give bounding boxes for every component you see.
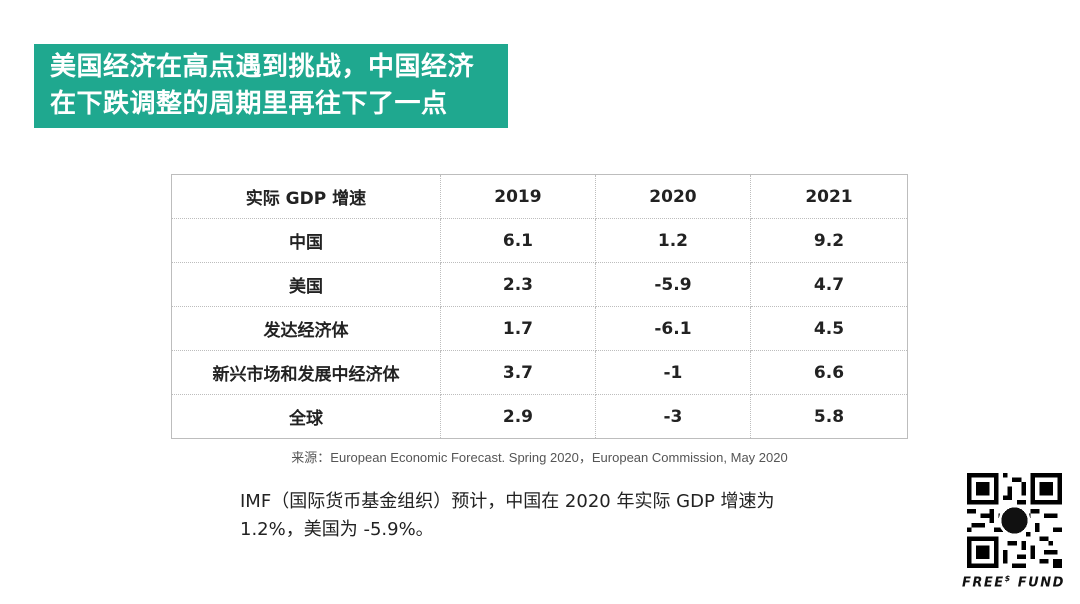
table-cell: 2.3 <box>439 262 596 307</box>
row-label: 美国 <box>171 262 441 307</box>
title-line-1: 美国经济在高点遇到挑战，中国经济 <box>50 52 475 82</box>
table-cell: -1 <box>594 350 751 395</box>
table-cell: 5.8 <box>749 394 909 439</box>
title-banner: 美国经济在高点遇到挑战，中国经济 在下跌调整的周期里再往下了一点 <box>34 44 508 128</box>
qr-code-icon[interactable] <box>967 473 1062 568</box>
source-caption: 来源：European Economic Forecast. Spring 20… <box>291 450 788 465</box>
table-cell: 4.5 <box>749 306 909 351</box>
table-cell: -3 <box>594 394 751 439</box>
table-cell: 6.6 <box>749 350 909 395</box>
table-row: 美国 2.3 -5.9 4.7 <box>171 262 909 307</box>
table-cell: 4.7 <box>749 262 909 307</box>
body-line-2: 1.2%，美国为 -5.9%。 <box>240 519 434 540</box>
brand-logo: FREE$ FUND <box>962 574 1072 590</box>
table-cell: -5.9 <box>594 262 751 307</box>
row-label: 发达经济体 <box>171 306 441 351</box>
gdp-table: 实际 GDP 增速 2019 2020 2021 中国 6.1 1.2 9.2 … <box>171 174 909 439</box>
body-line-1: IMF（国际货币基金组织）预计，中国在 2020 年实际 GDP 增速为 <box>240 491 775 512</box>
header-cell: 2021 <box>749 174 909 219</box>
table-row: 发达经济体 1.7 -6.1 4.5 <box>171 306 909 351</box>
brand-dollar-mark: $ <box>1004 574 1012 583</box>
brand-name-right: FUND <box>1017 575 1065 591</box>
table-cell: -6.1 <box>594 306 751 351</box>
table-cell: 3.7 <box>439 350 596 395</box>
title-line-2: 在下跌调整的周期里再往下了一点 <box>50 89 448 119</box>
table-cell: 2.9 <box>439 394 596 439</box>
row-label: 全球 <box>171 394 441 439</box>
body-paragraph: IMF（国际货币基金组织）预计，中国在 2020 年实际 GDP 增速为 1.2… <box>240 488 840 544</box>
header-cell: 2019 <box>439 174 596 219</box>
table-row: 中国 6.1 1.2 9.2 <box>171 218 909 263</box>
row-label: 中国 <box>171 218 441 263</box>
header-cell: 2020 <box>594 174 751 219</box>
table-row: 全球 2.9 -3 5.8 <box>171 394 909 439</box>
table-cell: 9.2 <box>749 218 909 263</box>
table-cell: 6.1 <box>439 218 596 263</box>
table-header-row: 实际 GDP 增速 2019 2020 2021 <box>171 174 909 219</box>
header-cell: 实际 GDP 增速 <box>171 174 441 219</box>
table-cell: 1.2 <box>594 218 751 263</box>
table-row: 新兴市场和发展中经济体 3.7 -1 6.6 <box>171 350 909 395</box>
brand-name-left: FREE <box>962 575 1005 591</box>
table-cell: 1.7 <box>439 306 596 351</box>
row-label: 新兴市场和发展中经济体 <box>171 350 441 395</box>
